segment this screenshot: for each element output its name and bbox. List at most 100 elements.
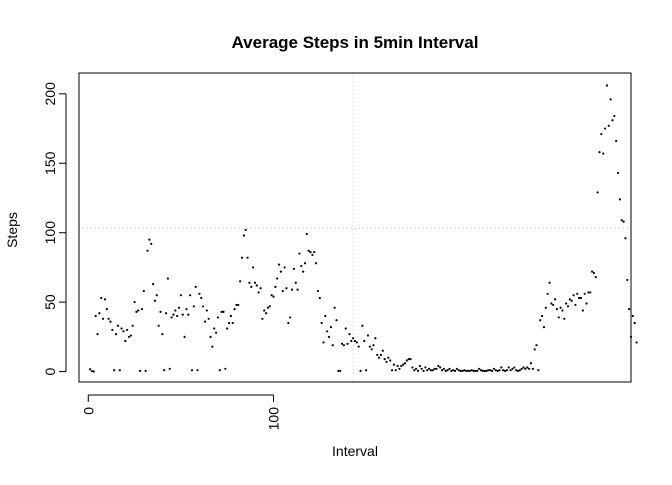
data-point	[528, 367, 531, 370]
data-point	[609, 98, 612, 101]
data-point	[211, 345, 214, 348]
data-point	[505, 369, 508, 372]
data-point	[129, 334, 132, 337]
data-point	[326, 330, 329, 333]
data-point	[205, 309, 208, 312]
data-point	[318, 296, 321, 300]
y-tick-label: 200	[42, 82, 58, 106]
data-point	[229, 314, 232, 318]
data-point	[465, 369, 468, 372]
data-point	[153, 299, 157, 302]
data-point	[437, 364, 440, 368]
data-point	[294, 281, 297, 284]
data-point	[635, 341, 638, 344]
data-point	[572, 294, 575, 297]
data-point	[90, 370, 94, 373]
data-point	[322, 341, 325, 344]
data-point	[207, 317, 210, 320]
data-point	[361, 324, 364, 327]
data-point	[628, 307, 631, 311]
data-point	[461, 369, 464, 372]
data-point	[316, 289, 320, 293]
data-point	[366, 334, 370, 337]
data-point	[263, 309, 266, 312]
data-point	[607, 124, 610, 127]
data-point	[189, 294, 192, 297]
data-point	[226, 327, 229, 330]
data-point	[233, 307, 236, 311]
data-point	[576, 292, 579, 295]
data-point	[222, 310, 225, 313]
data-point	[589, 291, 592, 294]
data-point	[396, 364, 399, 368]
data-point	[557, 316, 560, 319]
data-point	[533, 348, 536, 351]
data-point	[507, 366, 510, 369]
data-point	[542, 326, 546, 329]
data-point	[400, 364, 403, 368]
data-point	[139, 369, 142, 372]
data-point	[220, 310, 223, 313]
data-point	[235, 303, 238, 307]
data-point	[613, 114, 616, 118]
data-point	[209, 335, 212, 338]
data-point	[89, 368, 92, 371]
data-point	[198, 292, 201, 295]
data-point	[624, 237, 627, 240]
data-point	[344, 327, 347, 330]
data-point	[357, 345, 360, 348]
data-point	[440, 369, 444, 372]
data-point	[176, 314, 179, 318]
data-point	[253, 281, 257, 284]
data-point	[98, 312, 101, 315]
data-point	[246, 256, 249, 259]
data-point	[365, 369, 368, 372]
data-point	[540, 314, 544, 318]
data-point	[126, 328, 129, 332]
data-point	[503, 369, 507, 372]
data-point	[374, 337, 377, 340]
data-point	[526, 366, 529, 369]
y-tick-label: 50	[42, 294, 58, 310]
data-point	[427, 367, 431, 370]
data-point	[311, 253, 314, 257]
data-point	[394, 369, 397, 372]
data-point	[270, 294, 273, 297]
data-point	[633, 321, 636, 325]
data-point	[502, 369, 505, 372]
data-point	[257, 291, 260, 294]
data-point	[259, 287, 262, 290]
data-point	[268, 305, 271, 308]
data-point	[320, 321, 323, 325]
data-points	[89, 84, 638, 373]
data-point	[107, 317, 110, 320]
data-point	[448, 367, 451, 370]
data-point	[602, 152, 605, 155]
data-point	[372, 344, 375, 347]
data-point	[264, 312, 268, 315]
data-point	[157, 324, 160, 327]
data-point	[127, 335, 131, 338]
data-point	[274, 285, 277, 288]
data-point	[529, 362, 533, 365]
data-point	[453, 369, 457, 372]
data-point	[203, 320, 207, 323]
data-point	[476, 369, 479, 372]
data-point	[620, 219, 623, 222]
data-point	[583, 292, 586, 295]
data-point	[516, 369, 520, 372]
data-point	[468, 369, 471, 372]
data-point	[216, 316, 220, 319]
data-point	[555, 307, 559, 311]
data-point	[483, 369, 486, 372]
data-point	[622, 220, 625, 223]
data-point	[459, 369, 462, 372]
data-point	[181, 313, 184, 316]
data-point	[327, 335, 331, 338]
data-point	[478, 367, 481, 370]
data-point	[261, 317, 264, 320]
data-point	[442, 367, 446, 370]
data-point	[515, 369, 518, 372]
data-point	[387, 356, 390, 359]
